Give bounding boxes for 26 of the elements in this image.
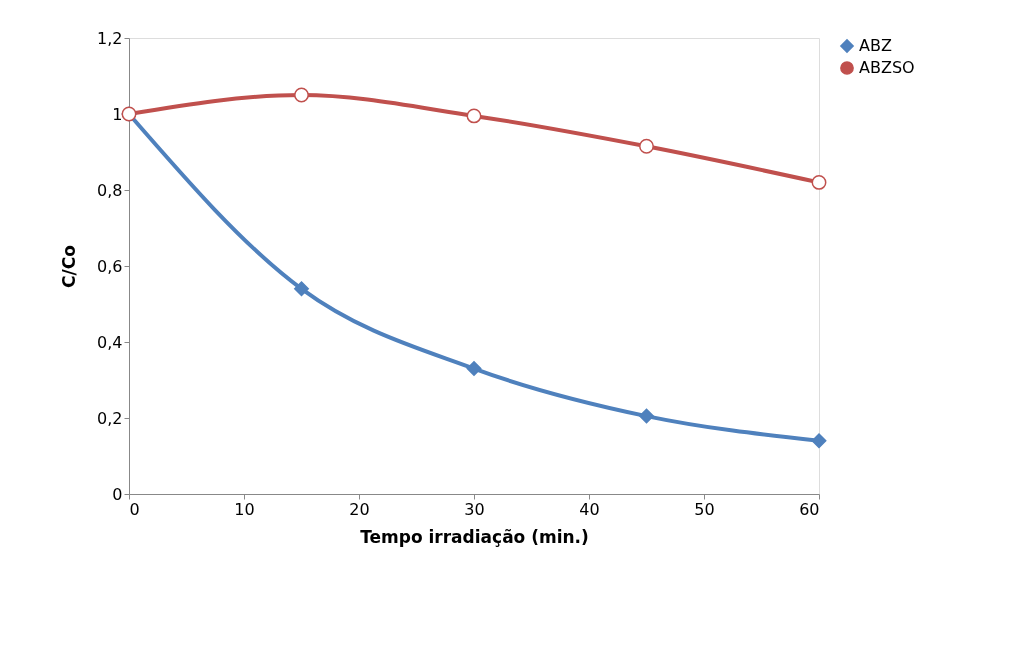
y-tick-label: 0,2 — [97, 408, 123, 428]
x-axis-title: Tempo irradiação (min.) — [360, 526, 589, 547]
x-tick-label: 0 — [129, 499, 140, 519]
x-tick-label: 40 — [579, 499, 600, 519]
point — [811, 174, 827, 190]
point — [466, 361, 482, 377]
point — [639, 408, 654, 424]
point — [294, 87, 309, 103]
y-tick-label: 0 — [112, 484, 123, 504]
point — [466, 108, 482, 124]
y-tick-label: 0,4 — [97, 332, 123, 352]
y-tick-label: 0,8 — [97, 180, 123, 200]
x-tick-label: 30 — [464, 499, 485, 519]
y-tick-label: 1,2 — [97, 28, 123, 48]
legend-label: ABZ — [859, 36, 892, 55]
point — [639, 138, 654, 154]
y-tick-label: 0,6 — [97, 256, 123, 276]
x-tick-label: 10 — [234, 499, 255, 519]
point — [294, 281, 309, 297]
y-tick-label: 1 — [112, 104, 123, 124]
x-tick-label: 50 — [694, 499, 715, 519]
x-tick-label: 60 — [799, 499, 820, 519]
x-tick-label: 20 — [349, 499, 370, 519]
y-axis-title: C/Co — [59, 245, 80, 288]
legend-label: ABZSO — [859, 58, 915, 77]
point — [811, 433, 827, 449]
